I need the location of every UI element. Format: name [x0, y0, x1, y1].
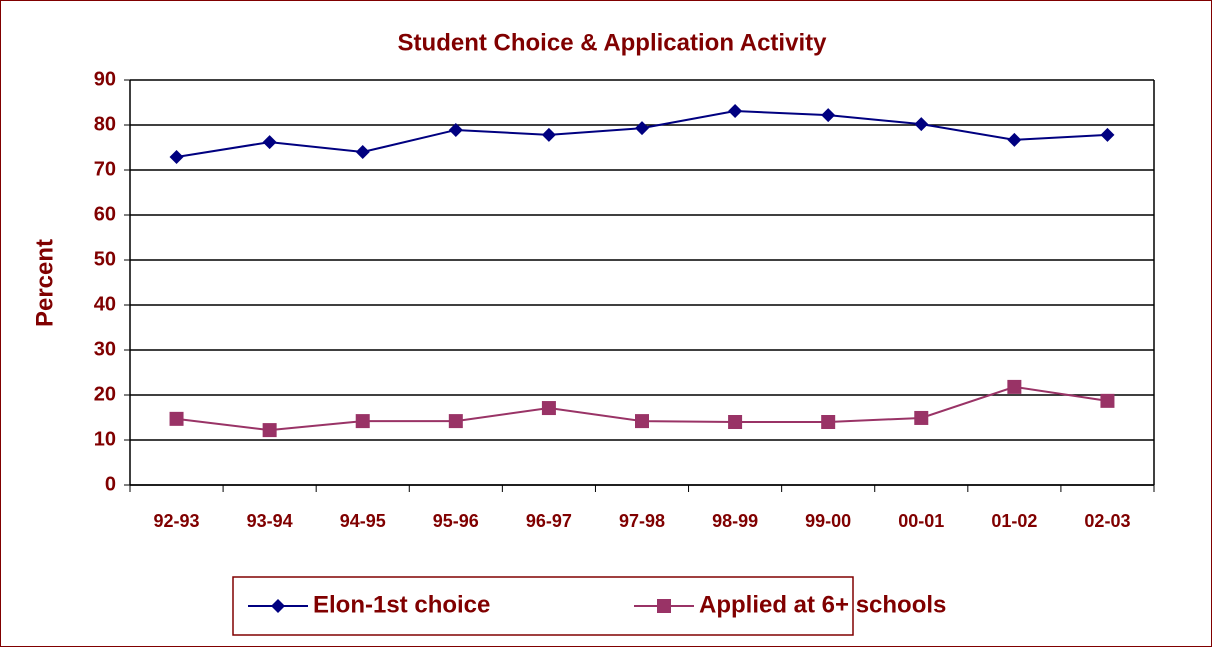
marker [541, 127, 556, 142]
marker [271, 599, 285, 613]
y-tick-label: 70 [94, 158, 116, 180]
marker [169, 411, 184, 426]
marker [262, 423, 277, 438]
x-tick-label: 01-02 [991, 511, 1037, 531]
legend-label: Elon-1st choice [313, 591, 490, 618]
x-tick-label: 00-01 [898, 511, 944, 531]
marker [728, 415, 743, 429]
x-tick-label: 97-98 [619, 511, 665, 531]
marker [657, 599, 671, 613]
y-tick-label: 60 [94, 203, 116, 225]
x-tick-label: 02-03 [1084, 511, 1130, 531]
y-tick-label: 0 [105, 473, 116, 495]
x-tick-label: 98-99 [712, 511, 758, 531]
x-tick-label: 92-93 [154, 511, 200, 531]
marker [1100, 127, 1115, 142]
marker [1007, 132, 1022, 147]
marker [914, 410, 929, 425]
marker [169, 149, 184, 164]
y-tick-label: 50 [94, 248, 116, 270]
marker [355, 145, 370, 159]
y-tick-label: 90 [94, 68, 116, 90]
legend-label: Applied at 6+ schools [699, 591, 946, 618]
y-tick-label: 10 [94, 428, 116, 450]
x-tick-label: 94-95 [340, 511, 386, 531]
y-tick-label: 30 [94, 338, 116, 360]
marker [262, 135, 277, 150]
y-tick-label: 40 [94, 293, 116, 315]
marker [914, 117, 929, 132]
chart-title: Student Choice & Application Activity [398, 29, 828, 56]
x-tick-label: 99-00 [805, 511, 851, 531]
marker [448, 122, 463, 137]
marker [1007, 379, 1022, 394]
y-tick-label: 20 [94, 383, 116, 405]
x-tick-label: 95-96 [433, 511, 479, 531]
x-tick-label: 96-97 [526, 511, 572, 531]
marker [821, 108, 836, 123]
marker [728, 104, 743, 119]
marker [635, 121, 649, 136]
y-axis-label: Percent [31, 239, 58, 327]
x-tick-label: 93-94 [247, 511, 293, 531]
y-tick-label: 80 [94, 113, 116, 135]
marker [541, 401, 556, 416]
marker [635, 414, 649, 429]
legend [232, 576, 854, 636]
marker [448, 414, 463, 429]
marker [355, 414, 370, 429]
marker [821, 415, 836, 429]
marker [1100, 393, 1115, 408]
